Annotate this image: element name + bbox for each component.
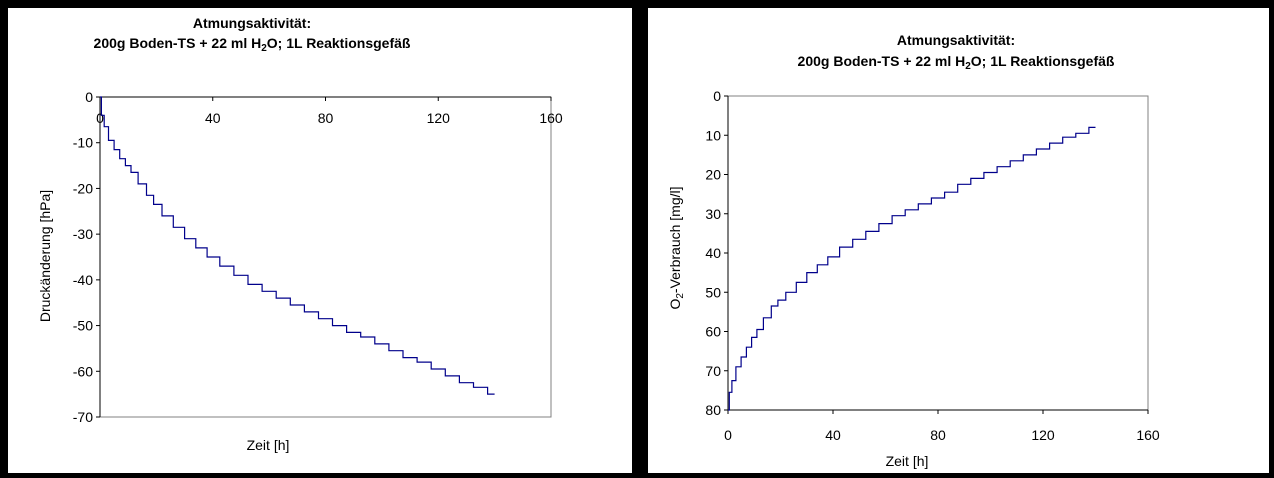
chart2-y-tick-label: 70 (705, 363, 721, 379)
chart1-x-tick-label: 80 (318, 110, 334, 126)
chart2-y-tick-label: 80 (705, 402, 721, 418)
chart2-title-line1: Atmungsaktivität: (897, 32, 1015, 48)
chart2-y-tick-label: 10 (705, 127, 721, 143)
chart1-x-tick-label: 40 (205, 110, 221, 126)
chart2-x-tick-label: 0 (724, 427, 732, 443)
pressure-chart-svg: Atmungsaktivität: 200g Boden-TS + 22 ml … (37, 15, 563, 453)
chart1-y-tick-label: -70 (73, 409, 93, 425)
chart1-series-line (100, 96, 495, 395)
chart2-y-tick-label: 50 (705, 284, 721, 300)
chart2-y-tick-label: 30 (705, 206, 721, 222)
chart1-x-tick-label: 0 (96, 110, 104, 126)
chart-panel-pressure: Atmungsaktivität: 200g Boden-TS + 22 ml … (8, 8, 632, 473)
chart2-y-tick-label: 60 (705, 324, 721, 340)
chart2-x-tick-label: 40 (825, 427, 841, 443)
chart2-y-tick-label: 20 (705, 167, 721, 183)
chart1-title-line1: Atmungsaktivität: (193, 15, 311, 31)
chart1-x-tick-label: 120 (427, 110, 451, 126)
chart1-plot-area (99, 96, 552, 418)
chart1-x-axis-label: Zeit [h] (247, 437, 290, 453)
chart1-y-tick-label: -30 (73, 226, 93, 242)
chart2-plot-area (727, 95, 1149, 411)
chart1-y-tick-label: -40 (73, 272, 93, 288)
chart1-y-tick-label: -50 (73, 318, 93, 334)
chart1-y-tick-label: 0 (85, 89, 93, 105)
chart2-series-line (728, 126, 1096, 411)
chart2-x-tick-label: 160 (1136, 427, 1160, 443)
chart1-x-tick-label: 160 (539, 110, 563, 126)
chart2-x-tick-label: 120 (1031, 427, 1055, 443)
chart1-y-tick-label: -10 (73, 135, 93, 151)
chart1-title-line2: 200g Boden-TS + 22 ml H2O; 1L Reaktionsg… (94, 35, 411, 54)
chart2-title-line2: 200g Boden-TS + 22 ml H2O; 1L Reaktionsg… (798, 53, 1115, 72)
chart2-y-tick-label: 40 (705, 245, 721, 261)
chart1-y-tick-label: -20 (73, 180, 93, 196)
chart2-x-axis-label: Zeit [h] (886, 453, 929, 469)
chart2-x-tick-label: 80 (930, 427, 946, 443)
chart1-y-tick-label: -60 (73, 363, 93, 379)
chart-panel-oxygen: Atmungsaktivität: 200g Boden-TS + 22 ml … (648, 8, 1269, 473)
chart2-y-tick-label: 0 (713, 88, 721, 104)
oxygen-chart-svg: Atmungsaktivität: 200g Boden-TS + 22 ml … (667, 32, 1160, 469)
chart1-y-axis-label: Druckänderung [hPa] (37, 190, 53, 322)
chart2-y-axis-label: O2-Verbrauch [mg/l] (667, 186, 686, 309)
